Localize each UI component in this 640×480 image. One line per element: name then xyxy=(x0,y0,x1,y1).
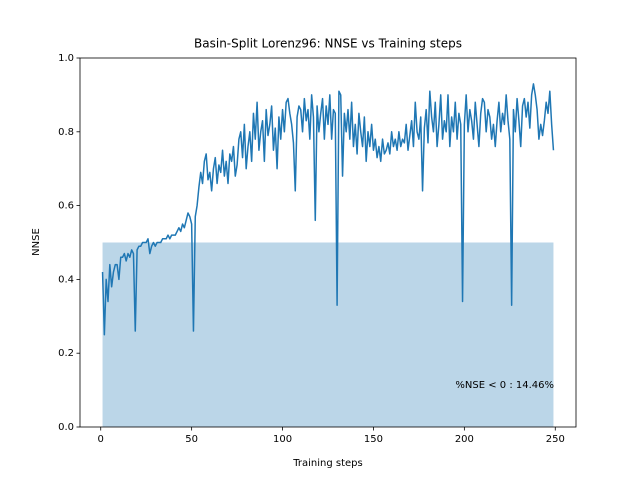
plot-frame xyxy=(79,57,577,428)
annotation: %NSE < 0 : 14.46% xyxy=(455,380,554,391)
x-axis-label: Training steps xyxy=(292,458,362,469)
y-tick-label: 0.2 xyxy=(58,348,74,359)
y-tick-label: 0.8 xyxy=(58,127,74,138)
data-line xyxy=(101,83,555,336)
y-tick-label: 0.4 xyxy=(58,274,74,285)
y-tick-label: 1.0 xyxy=(58,53,74,64)
chart-title: Basin-Split Lorenz96: NNSE vs Training s… xyxy=(194,37,462,51)
y-axis-label: NNSE xyxy=(31,228,42,256)
x-tick-label: 200 xyxy=(455,434,474,445)
x-tick-label: 0 xyxy=(98,434,104,445)
y-tick-label: 0.6 xyxy=(58,201,74,212)
x-tick-label: 150 xyxy=(364,434,383,445)
x-tick-label: 50 xyxy=(185,434,198,445)
shaded-region xyxy=(102,242,554,427)
y-tick-label: 0.0 xyxy=(58,422,74,433)
x-tick-label: 250 xyxy=(546,434,565,445)
x-tick-label: 100 xyxy=(273,434,292,445)
